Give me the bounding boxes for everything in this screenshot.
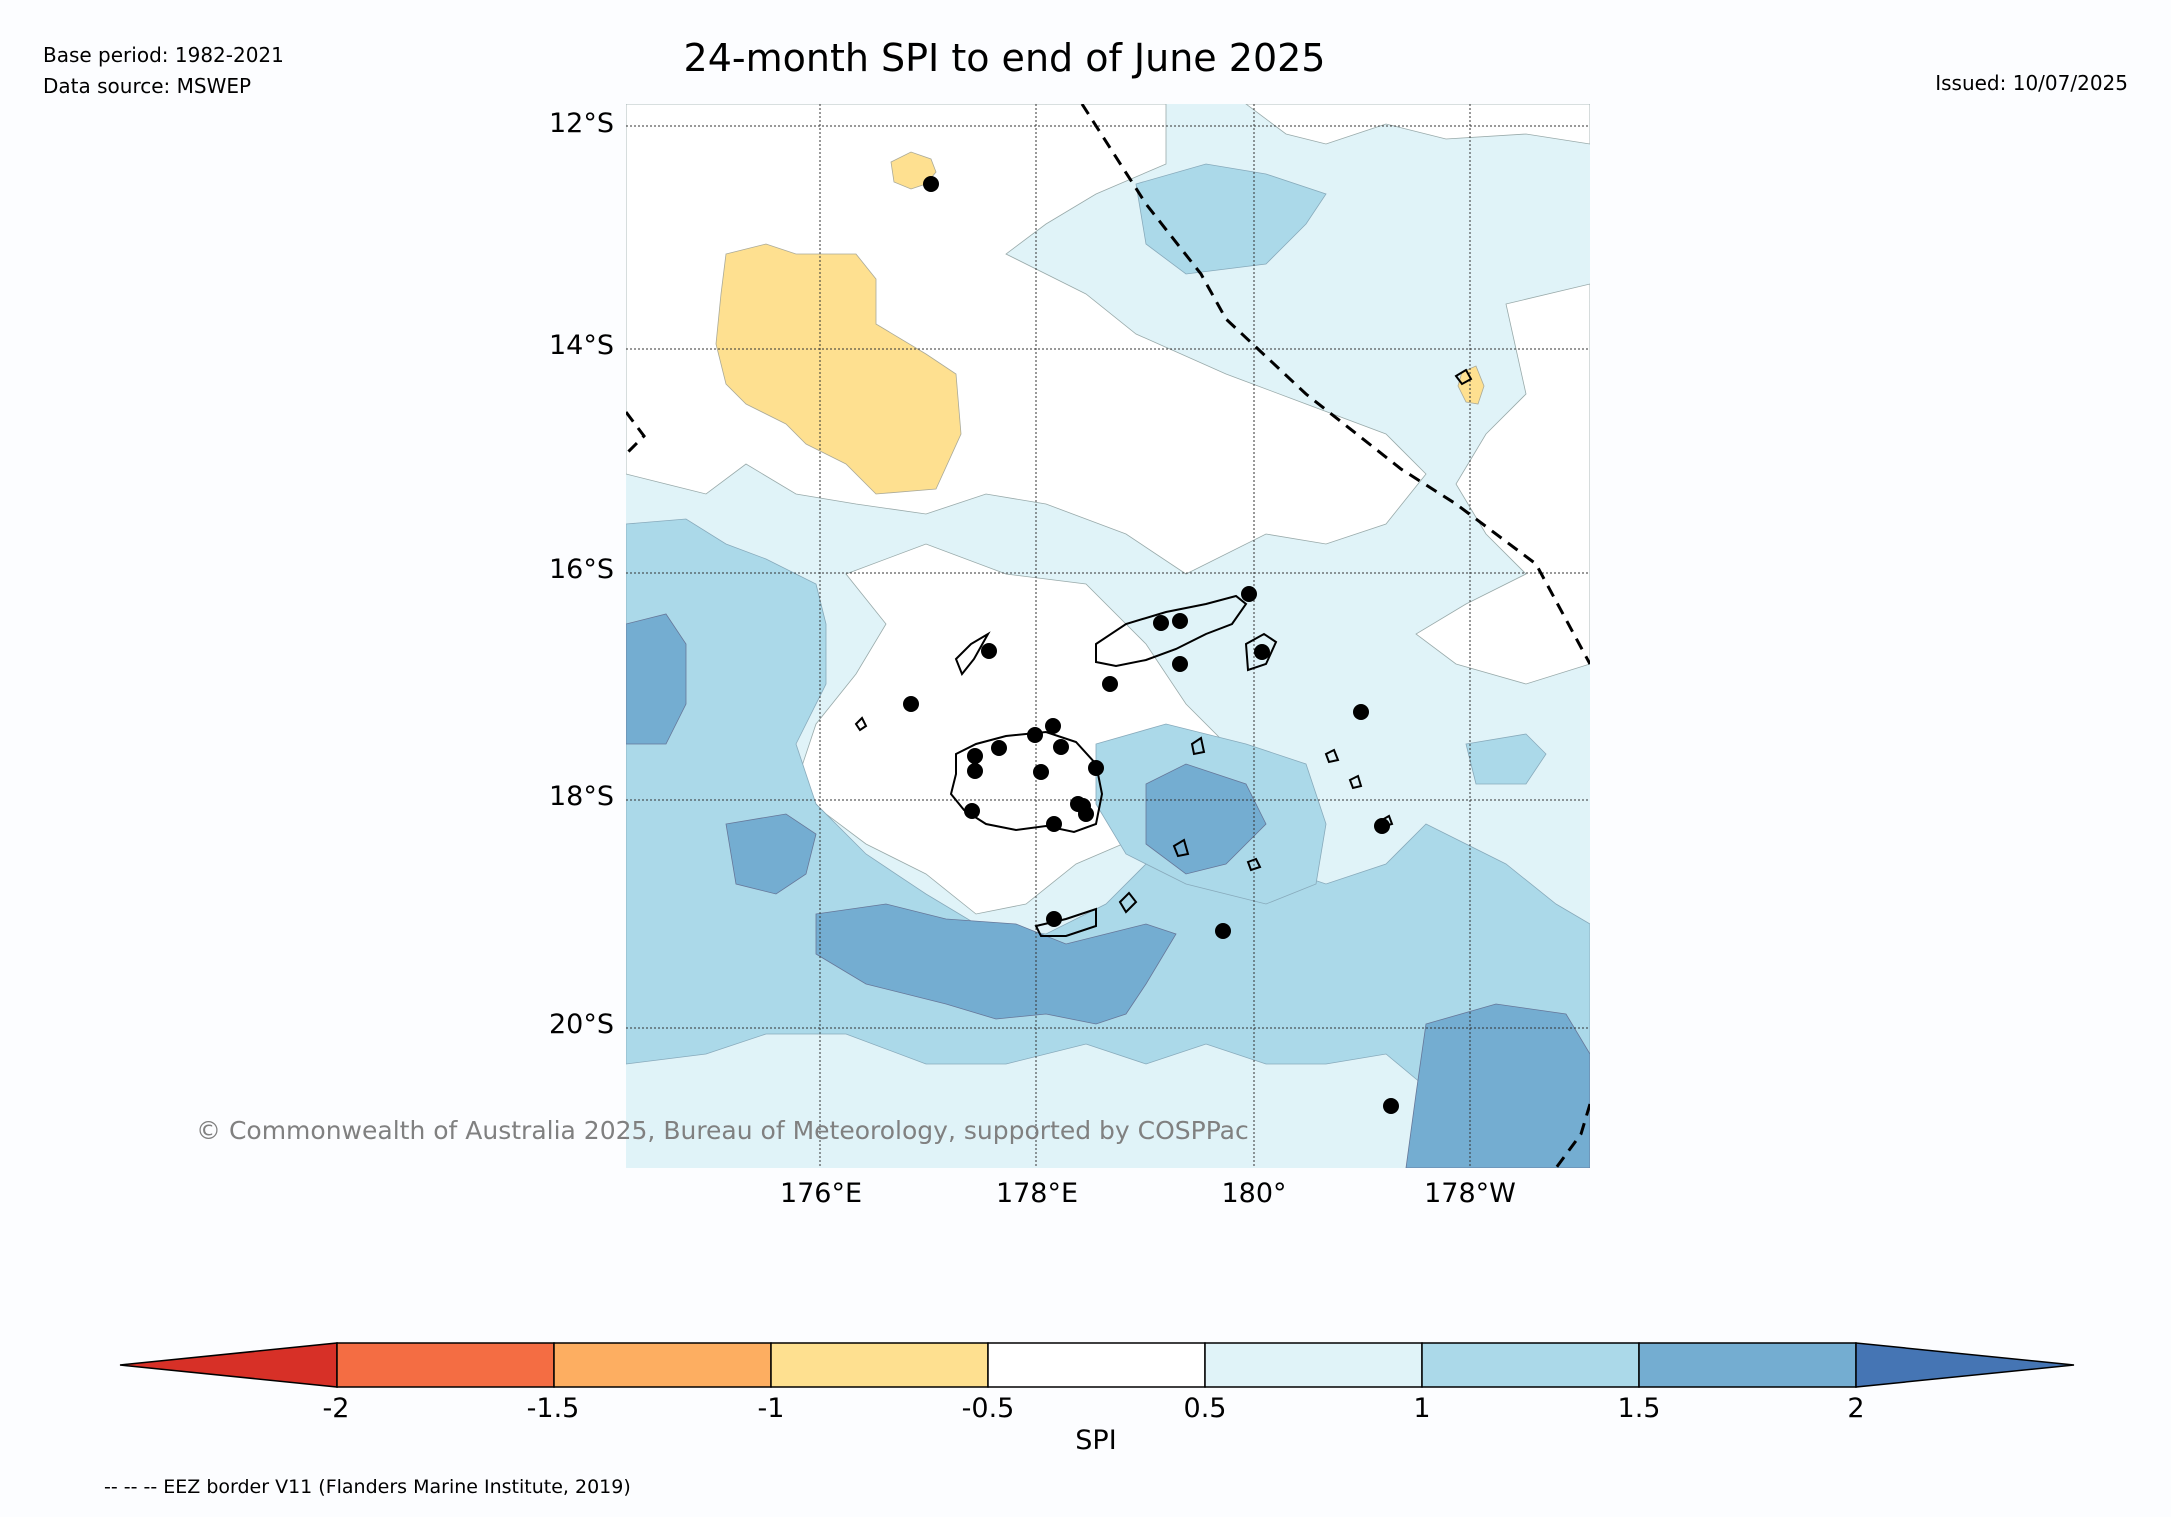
islet-9 [854,716,868,732]
kadavu-outline [1034,907,1097,937]
graticule [626,104,1590,1168]
station-marker [1172,656,1188,672]
station-marker [1046,816,1062,832]
lat-label-18s: 18°S [549,781,614,812]
station-marker [1374,818,1390,834]
station-marker [1078,806,1094,822]
station-marker [1033,764,1049,780]
station-marker [1045,718,1061,734]
vanua-levu-outline [1095,594,1248,668]
dry-region-northwest [715,243,962,495]
islet-2 [1172,838,1190,858]
station-marker [1172,613,1188,629]
issued-date-text: Issued: 10/07/2025 [1935,71,2128,95]
station-markers [903,176,1399,1114]
colorbar-segment [987,1342,1206,1388]
taveuni-outline [1244,632,1278,672]
station-marker [981,643,997,659]
colorbar-label: SPI [1075,1425,1117,1456]
lat-label-14s: 14°S [549,330,614,361]
station-marker [923,176,939,192]
island-outlines [854,368,1473,937]
very-wet-region-west [626,613,687,745]
yasawa-outline [954,631,991,676]
station-marker [1353,704,1369,720]
islet-5 [1348,774,1363,790]
viti-levu-outline [949,730,1104,834]
copyright-notice: © Commonwealth of Australia 2025, Bureau… [196,1116,1249,1145]
very-wet-region-center-east [1145,763,1267,875]
colorbar-tick: -0.5 [961,1393,1015,1424]
lon-label-178w: 178°W [1424,1178,1516,1209]
very-wet-region-south-band [815,903,1177,1025]
wet-region-north [1135,163,1327,275]
colorbar-extend-low [119,1342,338,1388]
metadata-block: Base period: 1982-2021 Data source: MSWE… [43,40,284,102]
near-normal-region-north [626,104,1427,575]
colorbar-segment [336,1342,555,1388]
islet-8 [1190,736,1206,756]
colorbar-tick: 1 [1413,1393,1431,1424]
station-marker [967,748,983,764]
colorbar-segment [1204,1342,1423,1388]
dry-region-east-islet [1457,365,1485,405]
station-marker [991,740,1007,756]
colorbar-tick: 1.5 [1617,1393,1661,1424]
eez-border [626,104,1590,1168]
lat-label-16s: 16°S [549,554,614,585]
station-marker [1102,676,1118,692]
colorbar-tick: 2 [1847,1393,1865,1424]
colorbar-extend-high [1855,1342,2075,1388]
near-normal-region-top-right [1245,104,1590,145]
station-marker [1046,911,1062,927]
colorbar-tick: -2 [322,1393,350,1424]
eez-legend-note: -- -- -- EEZ border V11 (Flanders Marine… [104,1476,631,1498]
station-marker [1153,615,1169,631]
lon-label-178e: 178°E [995,1178,1079,1209]
lon-label-180: 180° [1221,1178,1287,1209]
colorbar-segment [770,1342,989,1388]
station-marker [967,763,983,779]
colorbar-tick: -1 [757,1393,785,1424]
station-marker [1383,1098,1399,1114]
lon-label-176e: 176°E [779,1178,863,1209]
map-title-text: 24-month SPI to end of June 2025 [683,36,1326,80]
colorbar-tick: 0.5 [1183,1393,1227,1424]
lat-label-20s: 20°S [549,1009,614,1040]
colorbar-segment [553,1342,772,1388]
colorbar-segment [1421,1342,1640,1388]
station-marker [903,696,919,712]
station-marker [964,803,980,819]
islet-4 [1324,748,1340,764]
lat-label-12s: 12°S [549,108,614,139]
colorbar-segments [119,1342,2075,1388]
very-wet-region-southeast [1405,1003,1590,1168]
station-marker [1215,923,1231,939]
data-source-text: Data source: MSWEP [43,74,252,98]
islet-1 [1118,891,1138,914]
station-marker [1053,739,1069,755]
colorbar-segment [1638,1342,1857,1388]
colorbar-tick: -1.5 [526,1393,580,1424]
islet-3 [1246,857,1262,872]
station-marker [1254,644,1270,660]
colorbar [119,1342,2075,1388]
wet-region-southwest [626,518,1590,1168]
station-marker [1088,760,1104,776]
wet-region-east-patch [1465,733,1547,785]
spi-map [626,104,1590,1168]
station-marker [1027,727,1043,743]
very-wet-region-southwest [725,813,817,895]
base-period-text: Base period: 1982-2021 [43,43,284,67]
map-title: 24-month SPI to end of June 2025 [0,36,2171,80]
islet-7 [1454,368,1473,386]
station-marker [1241,586,1257,602]
near-normal-region-east [1415,283,1590,685]
